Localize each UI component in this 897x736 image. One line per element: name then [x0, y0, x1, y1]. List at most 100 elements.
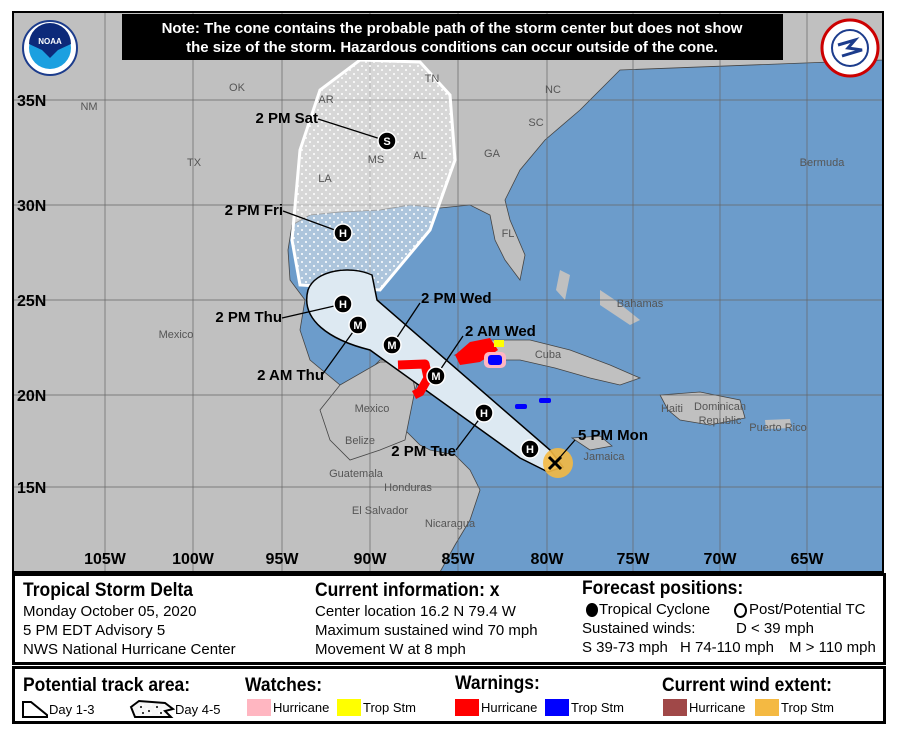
intensity-letter: S [383, 136, 390, 148]
legend-panel: Potential track area: Day 1-3 Day 4-5 Wa… [12, 666, 886, 724]
sustained-winds-label: Sustained winds: [582, 620, 696, 637]
map-frame [12, 11, 884, 573]
day-4-5-icon [129, 699, 175, 718]
nws-logo [820, 18, 880, 78]
note-line-1: Note: The cone contains the probable pat… [162, 20, 743, 37]
trop-storm-wind-label: Trop Stm [781, 700, 834, 715]
movement: Movement W at 8 mph [315, 641, 466, 658]
intensity-letter: M [431, 371, 440, 383]
longitude-label: 65W [791, 551, 825, 568]
place-label: Jamaica [584, 451, 626, 463]
place-label: Republic [699, 415, 742, 427]
longitude-label: 80W [531, 551, 565, 568]
trop-storm-wind-extent [543, 448, 573, 478]
place-label: NC [545, 84, 561, 96]
land-jamaica [570, 435, 613, 451]
trop-storm-warning [539, 398, 551, 403]
forecast-time-label: 2 AM Wed [465, 323, 536, 340]
track-area-title: Potential track area: [23, 675, 191, 696]
place-label: El Salvador [352, 505, 409, 517]
longitude-label: 95W [266, 551, 300, 568]
place-label: Puerto Rico [749, 422, 806, 434]
longitude-label: 90W [354, 551, 388, 568]
day-4-5-label: Day 4-5 [175, 701, 221, 717]
intensity-letter: H [339, 299, 347, 311]
place-label: NM [80, 101, 97, 113]
center-location: Center location 16.2 N 79.4 W [315, 603, 516, 620]
note-box [122, 14, 783, 60]
place-label: Dominican [694, 401, 746, 413]
place-label: Belize [345, 435, 375, 447]
longitude-label: 105W [84, 551, 127, 568]
category-s: S 39-73 mph [582, 639, 668, 656]
warnings-title: Warnings: [455, 673, 540, 694]
storm-name: Tropical Storm Delta [23, 580, 193, 601]
x-icon: x [489, 580, 500, 601]
place-label: Haiti [661, 403, 683, 415]
latitude-label: 30N [17, 198, 46, 215]
label-leader-line [321, 324, 359, 376]
place-label: Honduras [384, 482, 432, 494]
latitude-label: 25N [17, 293, 46, 310]
trop-storm-watch [494, 340, 504, 347]
trop-storm-warning [488, 355, 502, 365]
forecast-time-label: 5 PM Mon [578, 427, 648, 444]
intensity-letter: M [387, 340, 396, 352]
forecast-time-label: 2 PM Fri [225, 202, 283, 219]
hurricane-watch-label: Hurricane [273, 700, 330, 715]
latitude-label: 35N [17, 93, 46, 110]
category-d: D < 39 mph [736, 620, 814, 637]
label-leader-line [281, 303, 344, 319]
hurricane-wind-swatch [663, 699, 687, 716]
noaa-logo-text: NOAA [38, 37, 62, 46]
current-info-title: Current information: x [315, 580, 520, 602]
hurricane-warning-label: Hurricane [481, 700, 538, 715]
hurricane-warning-cuba [455, 338, 498, 365]
max-wind: Maximum sustained wind 70 mph [315, 622, 538, 639]
watches-title: Watches: [245, 675, 323, 696]
issuing-center: NWS National Hurricane Center [23, 641, 236, 658]
note-line-2: the size of the storm. Hazardous conditi… [186, 39, 718, 56]
forecast-time-label: 2 PM Tue [391, 443, 456, 460]
forecast-time-label: 2 PM Wed [421, 290, 492, 307]
land-puerto-rico [765, 419, 792, 429]
post-potential-label: Post/Potential TC [749, 601, 866, 618]
place-label: AL [413, 150, 426, 162]
intensity-letter: H [339, 228, 347, 240]
place-label: FL [502, 228, 515, 240]
intensity-letter: H [480, 408, 488, 420]
trop-storm-watch-swatch [337, 699, 361, 716]
longitude-label: 75W [617, 551, 651, 568]
place-label: SC [528, 117, 543, 129]
place-label: OK [229, 82, 246, 94]
noaa-logo: NOAA [22, 20, 78, 76]
advisory-number: 5 PM EDT Advisory 5 [23, 622, 166, 639]
cone-day-4-5 [290, 58, 457, 292]
forecast-time-label: 2 AM Thu [257, 367, 324, 384]
longitude-label: 85W [442, 551, 476, 568]
category-m: M > 110 mph [789, 639, 876, 656]
track-markers: 5 PM Mon H 2 PM Tue H 2 AM Wed M 2 PM Wed M 2 AM… [215, 110, 648, 471]
place-label: LA [318, 173, 332, 185]
forecast-position-marker [520, 439, 540, 459]
trop-storm-warning-swatch [545, 699, 569, 716]
day-1-3-icon [22, 701, 48, 718]
place-label: MS [368, 154, 385, 166]
hurricane-watch-swatch [247, 699, 271, 716]
latitude-label: 20N [17, 388, 46, 405]
land-mexico-west [13, 260, 350, 572]
place-label: Mexico [355, 403, 390, 415]
land-hispaniola [659, 391, 746, 426]
hurricane-wind-label: Hurricane [689, 700, 746, 715]
forecast-position-marker [333, 294, 353, 314]
trop-storm-warning [515, 404, 527, 409]
intensity-letter: H [526, 444, 534, 456]
label-leader-line [282, 210, 344, 234]
open-circle-icon [734, 603, 747, 618]
place-label: TN [425, 73, 440, 85]
forecast-position-marker [474, 403, 494, 423]
place-label: GA [484, 148, 501, 160]
current-info-label: Current information: [315, 580, 490, 601]
place-label: Bahamas [617, 298, 664, 310]
